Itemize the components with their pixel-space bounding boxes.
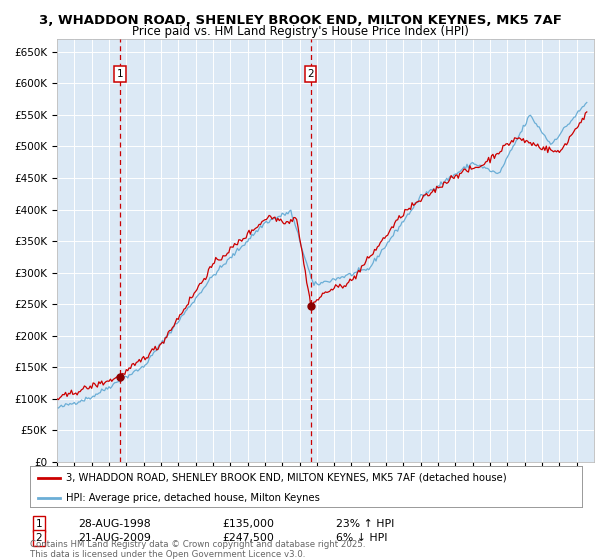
Text: £247,500: £247,500	[222, 533, 274, 543]
Text: 1: 1	[35, 519, 43, 529]
Text: 23% ↑ HPI: 23% ↑ HPI	[336, 519, 394, 529]
Text: £135,000: £135,000	[222, 519, 274, 529]
Text: 3, WHADDON ROAD, SHENLEY BROOK END, MILTON KEYNES, MK5 7AF (detached house): 3, WHADDON ROAD, SHENLEY BROOK END, MILT…	[66, 473, 506, 483]
Text: HPI: Average price, detached house, Milton Keynes: HPI: Average price, detached house, Milt…	[66, 493, 320, 503]
Text: 2: 2	[35, 533, 43, 543]
Text: 3, WHADDON ROAD, SHENLEY BROOK END, MILTON KEYNES, MK5 7AF: 3, WHADDON ROAD, SHENLEY BROOK END, MILT…	[38, 14, 562, 27]
Text: 1: 1	[117, 69, 124, 79]
Text: Price paid vs. HM Land Registry's House Price Index (HPI): Price paid vs. HM Land Registry's House …	[131, 25, 469, 38]
Text: 2: 2	[307, 69, 314, 79]
Text: Contains HM Land Registry data © Crown copyright and database right 2025.
This d: Contains HM Land Registry data © Crown c…	[30, 540, 365, 559]
Text: 21-AUG-2009: 21-AUG-2009	[78, 533, 151, 543]
Text: 6% ↓ HPI: 6% ↓ HPI	[336, 533, 388, 543]
Text: 28-AUG-1998: 28-AUG-1998	[78, 519, 151, 529]
